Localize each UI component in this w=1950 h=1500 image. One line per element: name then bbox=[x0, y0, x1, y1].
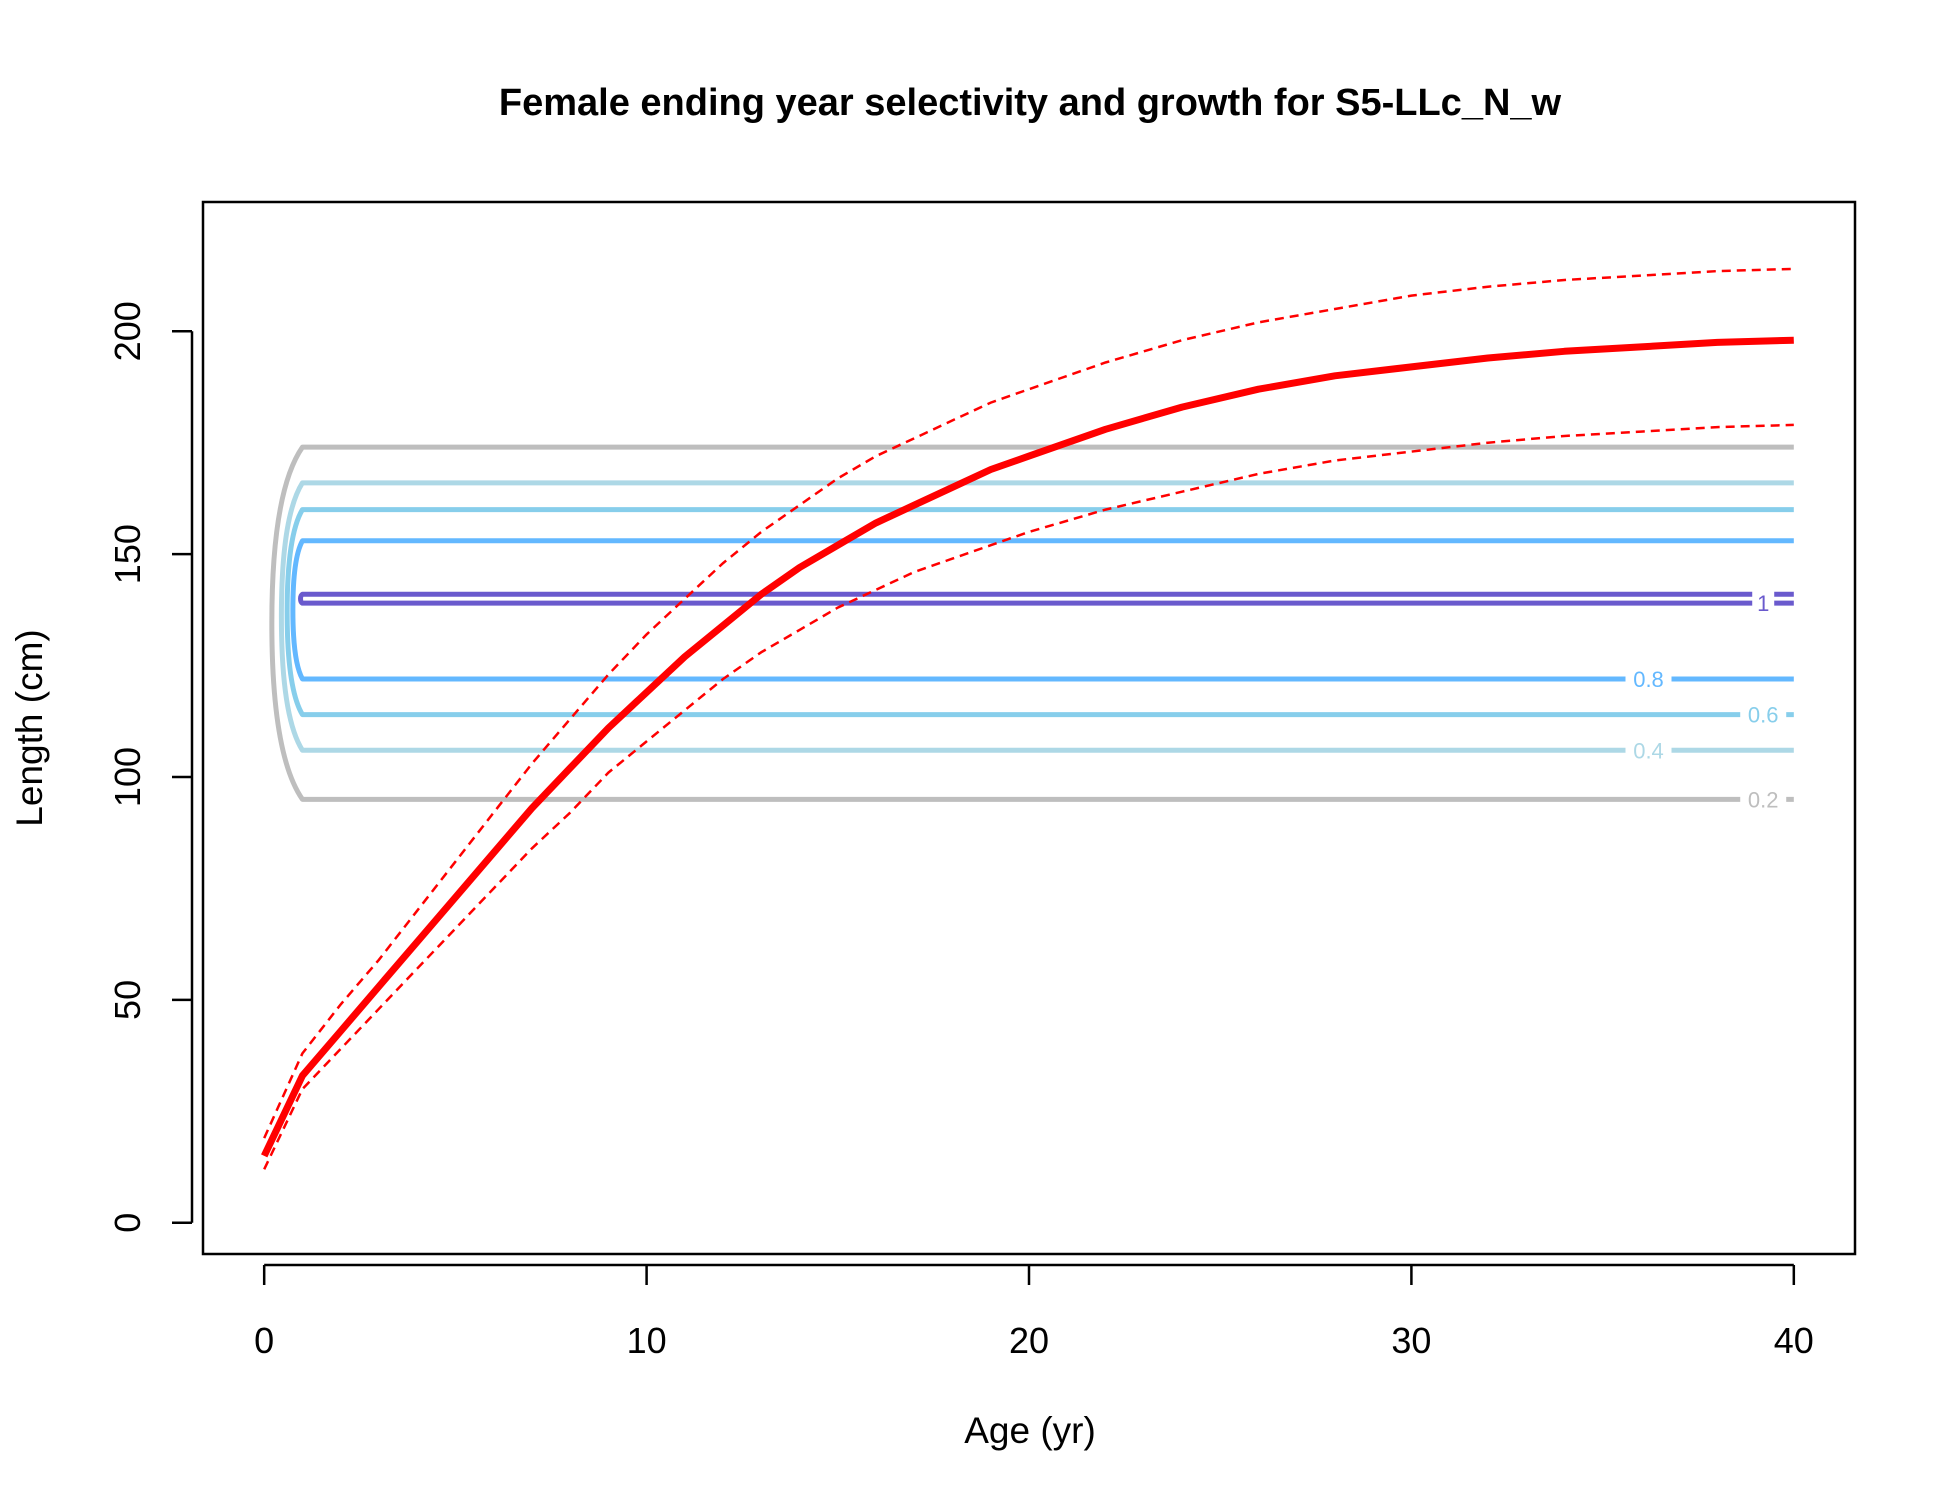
y-tick-label: 150 bbox=[107, 524, 148, 584]
contour-label: 0.2 bbox=[1748, 787, 1779, 812]
selectivity-contour bbox=[290, 538, 1794, 682]
selectivity-contour bbox=[298, 591, 1794, 606]
contour-label: 0.6 bbox=[1748, 703, 1779, 728]
y-tick-label: 0 bbox=[107, 1213, 148, 1233]
growth-mean-line bbox=[261, 336, 1794, 1158]
contour-label-bg bbox=[1740, 786, 1787, 813]
contour-label-bg bbox=[1625, 665, 1672, 692]
y-tick-label: 50 bbox=[107, 980, 148, 1020]
contour-label: 0.8 bbox=[1633, 667, 1664, 692]
growth-upper-interval bbox=[263, 267, 1794, 1139]
plot-area: 0.2 0.4 0.6 0.8 1 bbox=[261, 267, 1794, 1170]
x-axis: 0 10 20 30 40 bbox=[254, 1263, 1814, 1361]
contour-label-bg bbox=[1625, 737, 1672, 764]
contour-label: 1 bbox=[1757, 591, 1769, 616]
x-tick-label: 40 bbox=[1774, 1320, 1814, 1361]
chart-title: Female ending year selectivity and growt… bbox=[499, 82, 1562, 124]
selectivity-contour bbox=[269, 444, 1794, 802]
x-tick-label: 10 bbox=[627, 1320, 667, 1361]
selectivity-contour bbox=[278, 480, 1794, 753]
contour-label-bg bbox=[1752, 590, 1775, 617]
x-tick-label: 20 bbox=[1009, 1320, 1049, 1361]
y-tick-label: 200 bbox=[107, 301, 148, 361]
growth-lower-interval bbox=[263, 423, 1794, 1170]
x-tick-label: 30 bbox=[1391, 1320, 1431, 1361]
contour-label: 0.4 bbox=[1633, 738, 1664, 763]
x-axis-label: Age (yr) bbox=[964, 1410, 1096, 1451]
y-axis: 0 50 100 150 200 bbox=[107, 301, 194, 1233]
x-tick-label: 0 bbox=[254, 1320, 274, 1361]
y-axis-label: Length (cm) bbox=[9, 629, 50, 826]
y-tick-label: 100 bbox=[107, 747, 148, 807]
selectivity-contour bbox=[284, 507, 1794, 718]
plot-frame bbox=[201, 200, 1857, 1256]
contour-label-bg bbox=[1740, 701, 1787, 728]
